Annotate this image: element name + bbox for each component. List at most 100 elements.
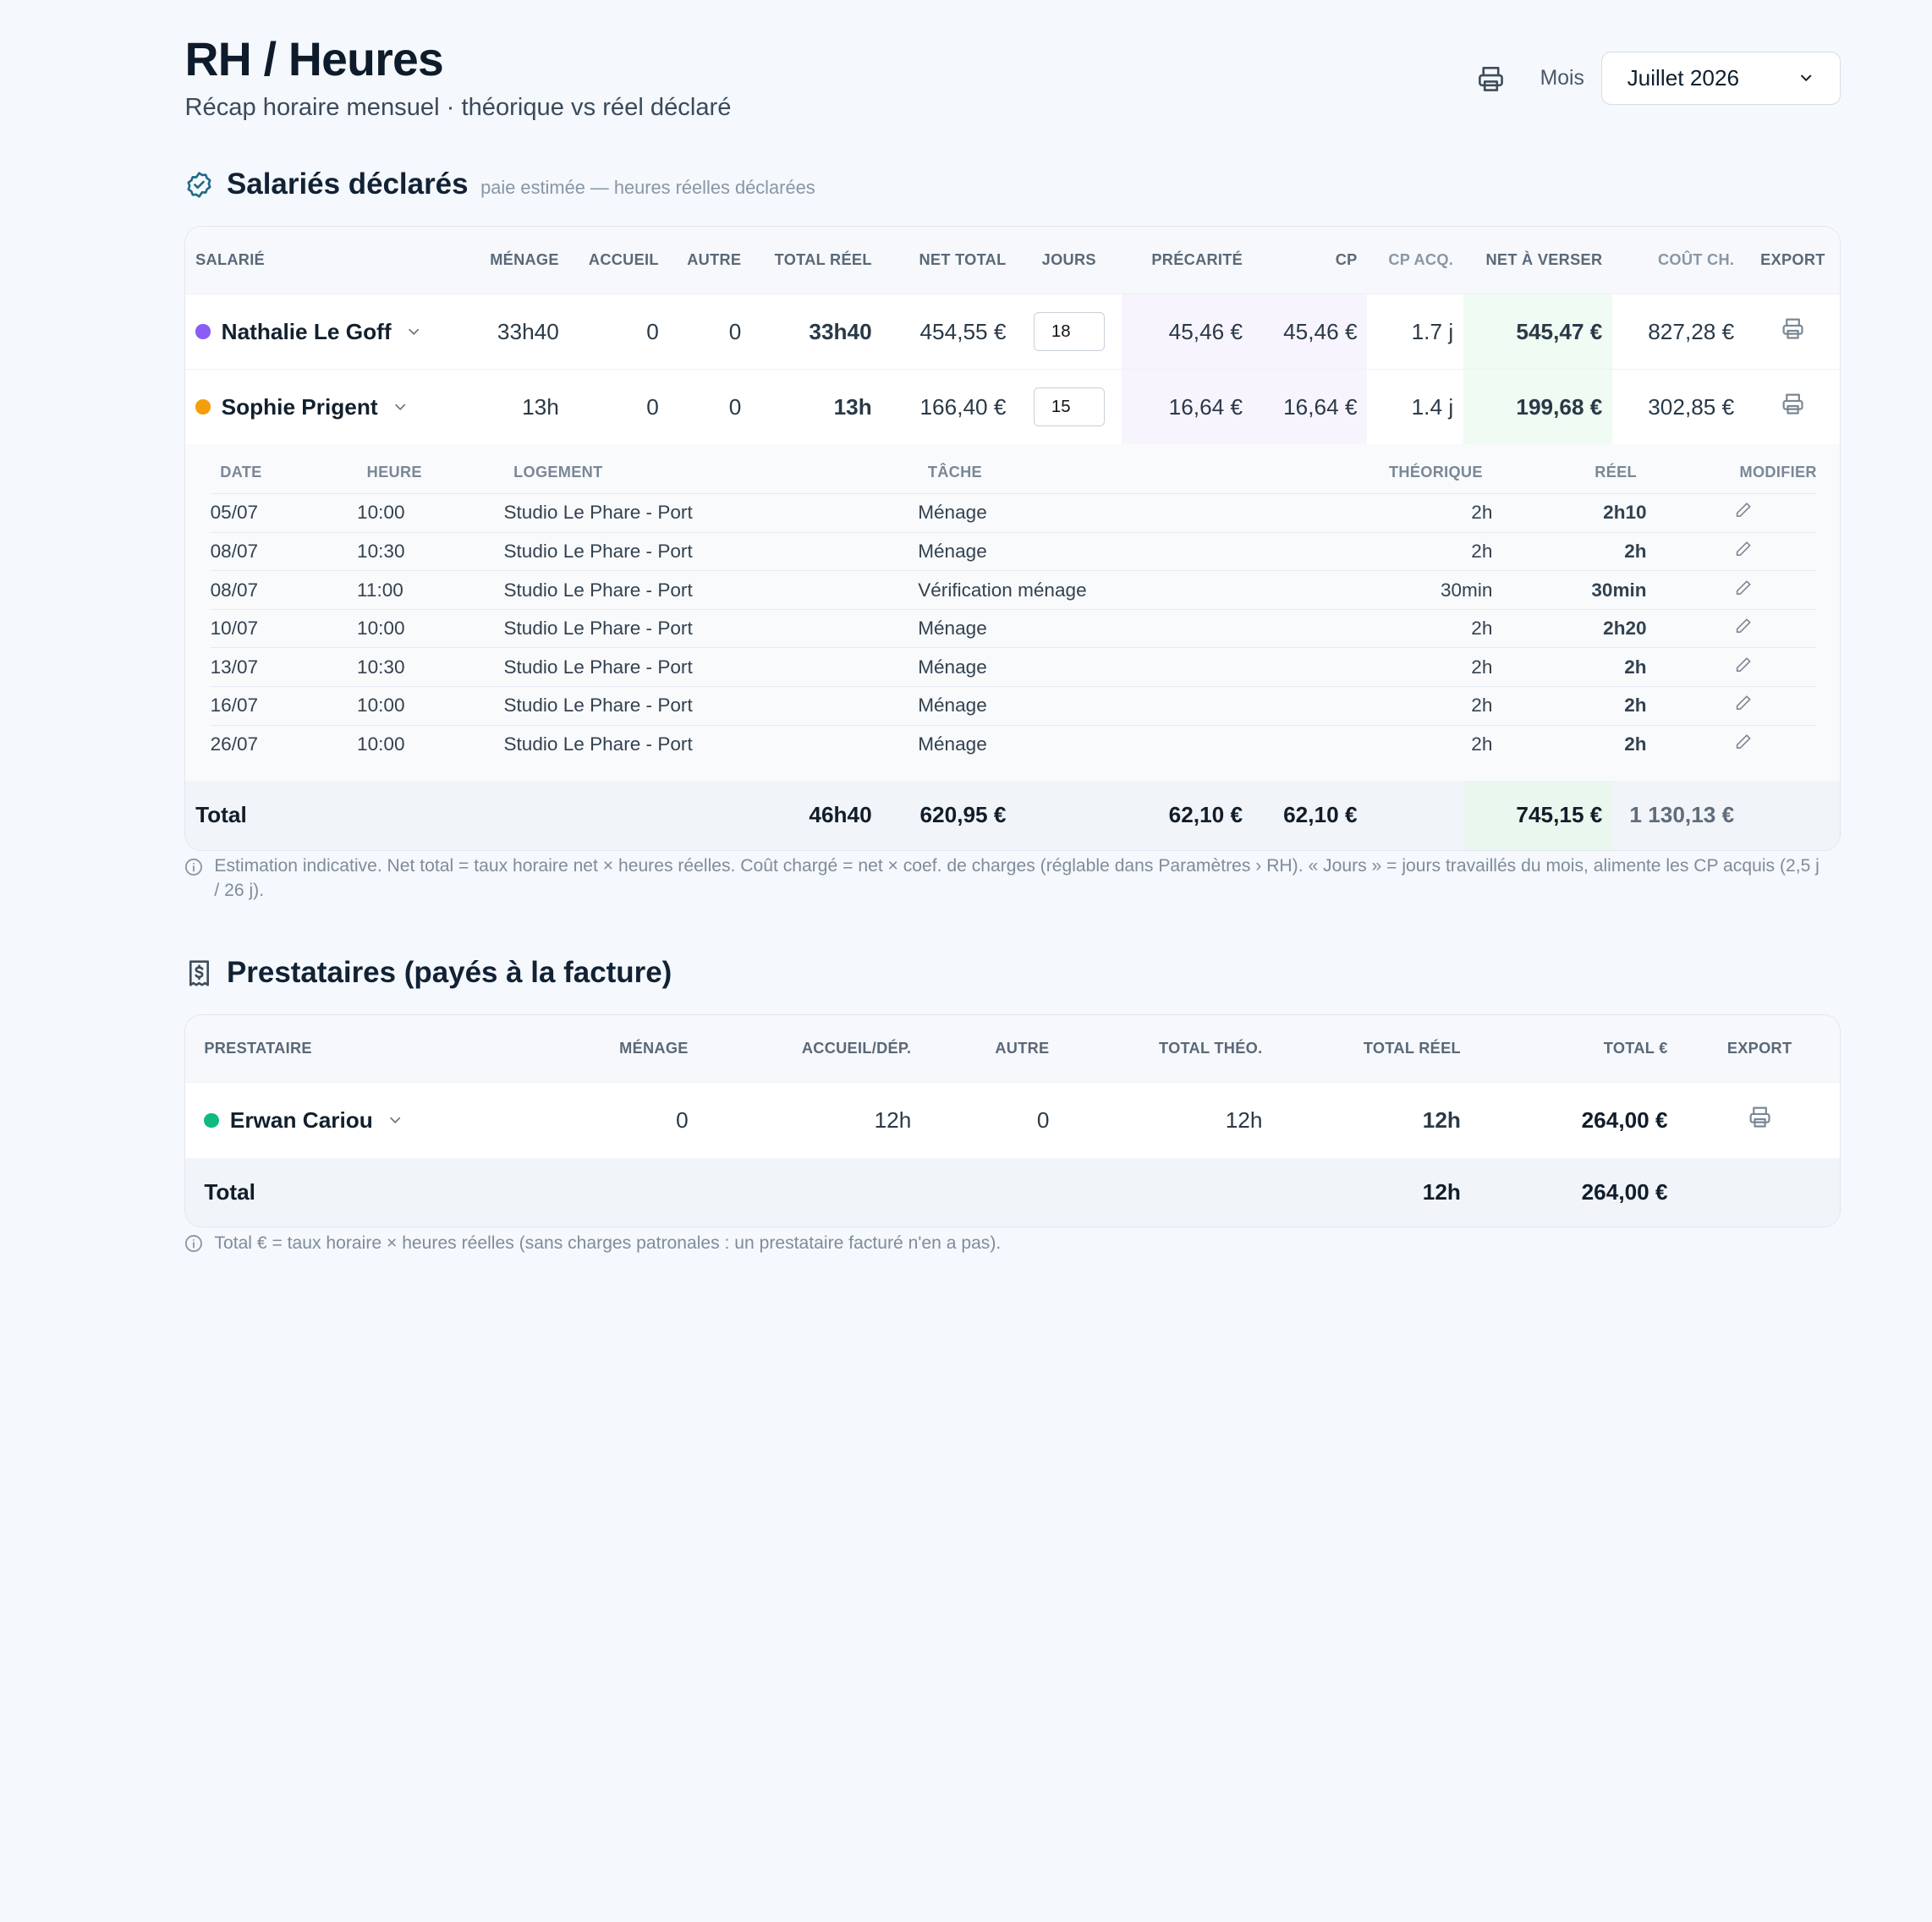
employee-color-dot: [195, 399, 211, 415]
col-cp-acq: CP acq.: [1367, 226, 1463, 294]
net-a-verser-sum: 745,15 €: [1463, 781, 1613, 850]
precarite-cell: 16,64 €: [1122, 368, 1253, 445]
detail-reel: 2h: [1492, 685, 1647, 726]
detail-tache: Ménage: [918, 685, 1288, 726]
col-menage: Ménage: [471, 1014, 699, 1083]
accueil-cell: 0: [568, 368, 669, 445]
total-label: Total: [185, 781, 454, 850]
cp-acq-cell: 1.7 j: [1367, 294, 1463, 370]
print-icon[interactable]: [1781, 392, 1805, 416]
detail-date: 10/07: [210, 608, 358, 648]
net-total-cell: 454,55 €: [881, 294, 1017, 370]
page-title: RH / Heures: [184, 32, 444, 85]
chevron-down-icon: [408, 328, 419, 335]
table-row: Erwan Cariou 0 12h 0 12h 12h 264,00 €: [185, 1082, 1841, 1158]
detail-reel: 30min: [1492, 570, 1647, 610]
detail-tache: Ménage: [918, 608, 1288, 648]
pencil-icon[interactable]: [1734, 501, 1753, 519]
employee-toggle[interactable]: Nathalie Le Goff: [195, 319, 444, 345]
detail-modifier: [1646, 608, 1817, 648]
detail-modifier: [1646, 570, 1817, 610]
pencil-icon[interactable]: [1734, 540, 1753, 558]
print-icon[interactable]: [1476, 64, 1506, 94]
col-accueil: Accueil: [568, 226, 669, 294]
detail-logement: Studio Le Phare - Port: [503, 724, 919, 764]
col-menage: Ménage: [453, 226, 569, 294]
salaries-table-card: Salarié Ménage Accueil Autre Total réel …: [184, 225, 1841, 851]
prestataire-toggle[interactable]: Erwan Cariou: [204, 1107, 461, 1134]
detail-col-reel: Réel: [1594, 464, 1637, 481]
total-reel-sum: 12h: [1272, 1157, 1471, 1227]
detail-col-theorique: Théorique: [1389, 464, 1483, 481]
col-jours: Jours: [1016, 226, 1122, 294]
accueil-cell: 0: [568, 294, 669, 370]
salaries-section-header: Salariés déclarés paie estimée — heures …: [184, 167, 815, 201]
pencil-icon[interactable]: [1734, 733, 1753, 751]
cp-cell: 16,64 €: [1252, 368, 1368, 445]
detail-table-row: 08/07 10:30 Studio Le Phare - Port Ménage 2h…: [210, 531, 1817, 571]
detail-logement: Studio Le Phare - Port: [503, 685, 919, 726]
cp-cell: 45,46 €: [1252, 294, 1368, 370]
detail-heure: 10:30: [357, 647, 504, 687]
jours-input[interactable]: 15: [1033, 387, 1105, 427]
detail-modifier: [1646, 685, 1817, 726]
prestataires-table: Prestataire Ménage Accueil/Dép. Autre To…: [185, 1014, 1841, 1227]
total-label: Total: [185, 1157, 472, 1227]
chevron-down-icon: [394, 404, 405, 410]
detail-tache: Vérification ménage: [918, 570, 1288, 610]
detail-reel: 2h: [1492, 531, 1647, 571]
detail-reel: 2h20: [1492, 608, 1647, 648]
prestataires-total-row: Total 12h 264,00 €: [185, 1157, 1841, 1227]
detail-heure: 10:00: [357, 724, 504, 764]
detail-theorique: 2h: [1287, 685, 1493, 726]
detail-modifier: [1646, 724, 1817, 764]
employee-toggle[interactable]: Sophie Prigent: [195, 394, 444, 420]
detail-tache: Ménage: [918, 493, 1288, 533]
detail-col-modifier: Modifier: [1739, 464, 1817, 481]
detail-row: Date Heure Logement Tâche Théorique Réel…: [185, 444, 1841, 781]
detail-date: 05/07: [210, 493, 358, 533]
detail-modifier: [1646, 493, 1817, 533]
detail-date: 08/07: [210, 531, 358, 571]
detail-logement: Studio Le Phare - Port: [503, 531, 919, 571]
pencil-icon[interactable]: [1734, 656, 1753, 674]
mois-select[interactable]: Juillet 2026: [1601, 52, 1841, 105]
menage-cell: 13h: [453, 368, 569, 445]
col-cout-ch: Coût ch.: [1612, 226, 1744, 294]
col-net-total: Net total: [881, 226, 1017, 294]
col-prestataire: Prestataire: [185, 1014, 472, 1083]
cout-ch-sum: 1 130,13 €: [1612, 781, 1744, 850]
detail-theorique: 2h: [1287, 531, 1493, 571]
detail-logement: Studio Le Phare - Port: [503, 570, 919, 610]
detail-table: Date Heure Logement Tâche Théorique Réel…: [210, 444, 1817, 764]
col-total-theo: Total théo.: [1059, 1014, 1273, 1083]
employee-name: Nathalie Le Goff: [221, 318, 392, 344]
detail-col-tache: Tâche: [927, 464, 982, 481]
detail-date: 08/07: [210, 570, 358, 610]
page-header: RH / Heures Récap horaire mensuel · théo…: [184, 0, 1841, 157]
col-net-a-verser: Net à verser: [1463, 226, 1613, 294]
col-export: Export: [1743, 226, 1841, 294]
net-a-verser-cell: 545,47 €: [1463, 294, 1613, 370]
cout-ch-cell: 827,28 €: [1612, 294, 1744, 370]
jours-input[interactable]: 18: [1033, 311, 1105, 352]
print-icon[interactable]: [1748, 1105, 1772, 1129]
detail-col-heure: Heure: [366, 464, 422, 481]
autre-cell: 0: [668, 294, 751, 370]
prestataires-header-row: Prestataire Ménage Accueil/Dép. Autre To…: [185, 1014, 1841, 1083]
pencil-icon[interactable]: [1734, 579, 1753, 597]
accueil-cell: 12h: [698, 1082, 921, 1158]
print-icon[interactable]: [1781, 316, 1805, 341]
mois-select-value: Juillet 2026: [1627, 64, 1740, 91]
info-icon: [185, 1235, 203, 1253]
detail-reel: 2h: [1492, 724, 1647, 764]
detail-theorique: 2h: [1287, 647, 1493, 687]
pencil-icon[interactable]: [1734, 694, 1753, 712]
prestataires-note-text: Total € = taux horaire × heures réelles …: [214, 1233, 1002, 1254]
detail-col-date: Date: [220, 464, 262, 481]
salaries-table: Salarié Ménage Accueil Autre Total réel …: [185, 226, 1841, 850]
detail-heure: 10:00: [357, 608, 504, 648]
detail-table-row: 13/07 10:30 Studio Le Phare - Port Ménage 2h…: [210, 647, 1817, 687]
mois-label: Mois: [1540, 66, 1584, 90]
pencil-icon[interactable]: [1734, 617, 1753, 635]
